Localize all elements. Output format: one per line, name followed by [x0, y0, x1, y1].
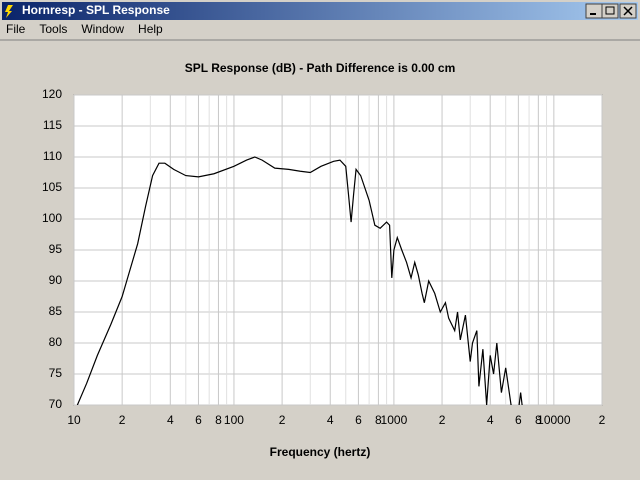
x-tick-label: 2	[119, 413, 126, 427]
y-tick-label: 100	[42, 211, 62, 225]
x-tick-label: 10	[67, 413, 81, 427]
x-tick-label: 2	[279, 413, 286, 427]
y-tick-label: 115	[43, 118, 62, 132]
x-tick-label: 6	[515, 413, 522, 427]
y-tick-label: 85	[49, 304, 63, 318]
y-tick-label: 80	[49, 335, 63, 349]
spl-curve	[76, 156, 523, 405]
y-tick-label: 105	[42, 180, 62, 194]
window-buttons	[585, 3, 637, 19]
x-tick-label: 2	[599, 413, 606, 427]
close-icon	[623, 6, 633, 16]
maximize-button[interactable]	[601, 3, 619, 19]
y-tick-label: 120	[42, 87, 62, 101]
minimize-button[interactable]	[585, 3, 603, 19]
x-tick-label: 8	[375, 413, 382, 427]
x-tick-label: 4	[487, 413, 494, 427]
title-bar	[2, 2, 638, 20]
x-tick-label: 2	[439, 413, 446, 427]
x-tick-label: 100	[224, 413, 244, 427]
maximize-icon	[605, 6, 615, 15]
y-tick-label: 75	[49, 366, 63, 380]
x-tick-label: 4	[327, 413, 334, 427]
menu-item[interactable]: Window	[81, 22, 124, 36]
x-tick-label: 4	[167, 413, 174, 427]
menu-item[interactable]: File	[6, 22, 26, 36]
y-tick-label: 70	[49, 397, 63, 411]
y-tick-label: 90	[49, 273, 63, 287]
x-tick-label: 8	[215, 413, 222, 427]
x-axis-label: Frequency (hertz)	[270, 445, 371, 459]
x-tick-label: 1000	[381, 413, 408, 427]
window-title: Hornresp - SPL Response	[22, 3, 170, 17]
x-tick-label: 6	[355, 413, 362, 427]
menu-bar: File Tools Window Help	[6, 22, 163, 36]
x-tick-label: 10000	[537, 413, 571, 427]
menu-item[interactable]: Help	[138, 22, 163, 36]
y-tick-label: 95	[49, 242, 63, 256]
x-tick-label: 8	[535, 413, 542, 427]
plot	[76, 156, 523, 405]
chart-title: SPL Response (dB) - Path Difference is 0…	[185, 61, 456, 75]
x-tick-label: 6	[195, 413, 202, 427]
y-tick-label: 110	[43, 149, 62, 163]
app-icon	[5, 5, 13, 18]
grid	[73, 94, 603, 406]
menu-item[interactable]: Tools	[39, 22, 67, 36]
